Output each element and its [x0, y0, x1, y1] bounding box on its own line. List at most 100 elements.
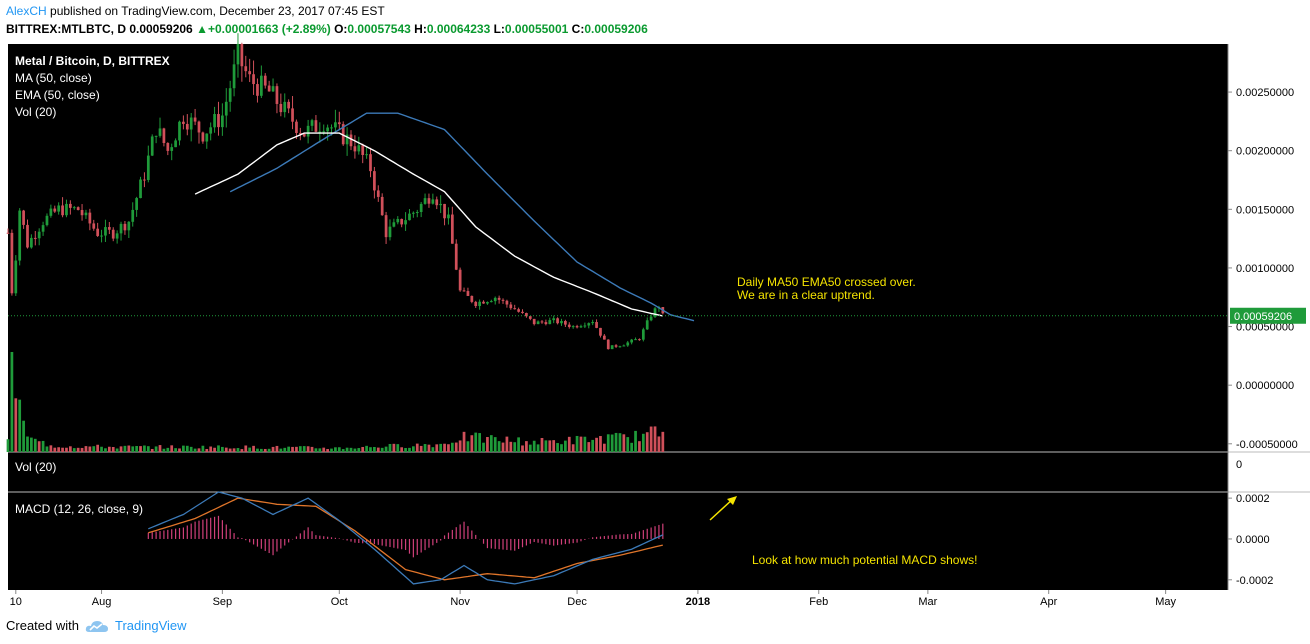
candle-body: [84, 212, 88, 216]
footer-brand-link[interactable]: TradingView: [114, 618, 187, 633]
volume-bar: [606, 434, 610, 452]
volume-bar: [240, 449, 244, 452]
legend-vol: Vol (20): [15, 105, 56, 119]
volume-bar: [306, 446, 310, 452]
volume-bar: [100, 446, 103, 452]
volume-bar: [302, 446, 306, 452]
candle-body: [548, 320, 552, 325]
volume-bar: [221, 446, 224, 452]
candle-body: [65, 203, 68, 216]
candle-body: [45, 215, 49, 226]
volume-bar: [497, 441, 501, 452]
candle-body: [271, 86, 275, 92]
time-tick-label: 10: [10, 596, 22, 608]
volume-bar: [641, 433, 645, 452]
time-tick-label: Nov: [450, 596, 470, 608]
volume-bar: [88, 446, 92, 452]
candle-body: [37, 231, 41, 239]
volume-bar: [482, 442, 485, 452]
candle-body: [427, 198, 431, 204]
candle-body: [150, 136, 154, 156]
candle-body: [275, 86, 279, 104]
low-value: 0.00055001: [504, 22, 569, 36]
volume-bar: [185, 445, 189, 452]
volume-bar: [170, 445, 174, 452]
volume-bar: [224, 447, 228, 452]
candle-body: [536, 321, 540, 325]
price-tick-label: 0.00000000: [1236, 380, 1294, 392]
ohlc-header: BITTREX:MTLBTC, D 0.00059206 ▲+0.0000166…: [6, 22, 648, 36]
candle-body: [388, 226, 392, 238]
volume-bar: [189, 446, 193, 452]
volume-bar: [115, 448, 119, 452]
price-tick-label: -0.00050000: [1236, 439, 1298, 451]
volume-bar: [232, 448, 236, 452]
volume-bar: [634, 430, 637, 452]
candle-body: [228, 88, 232, 102]
volume-bar: [236, 448, 240, 452]
volume-bar: [622, 434, 626, 452]
candle-body: [256, 84, 259, 96]
price-tick-label: 0.00200000: [1236, 146, 1294, 158]
ma50-line: [194, 132, 663, 317]
candle-body: [334, 122, 337, 128]
volume-bar: [14, 398, 18, 452]
candle-body: [240, 44, 244, 67]
volume-bar: [123, 445, 127, 452]
candle-body: [493, 297, 497, 302]
volume-bar: [213, 447, 216, 452]
volume-bar: [287, 446, 291, 452]
candle-body: [513, 308, 517, 310]
volume-bar: [96, 444, 100, 452]
volume-bar: [139, 446, 142, 452]
volume-bar: [653, 426, 657, 452]
volume-bar: [197, 448, 201, 452]
candle-body: [606, 339, 610, 350]
candle-body: [314, 120, 318, 132]
volume-bar: [614, 432, 618, 452]
candle-body: [408, 213, 411, 221]
candle-body: [544, 322, 548, 325]
candle-body: [244, 66, 248, 72]
candle-body: [279, 103, 283, 113]
legend-ma: MA (50, close): [15, 71, 92, 85]
candle-body: [384, 215, 388, 238]
candle-body: [571, 326, 575, 328]
last-price: 0.00059206: [129, 22, 193, 36]
volume-bar: [361, 446, 365, 452]
volume-bar: [435, 444, 439, 452]
volume-bar: [41, 440, 45, 452]
volume-bar: [53, 447, 57, 452]
volume-bar: [388, 443, 392, 452]
candle-body: [443, 203, 446, 219]
volume-bar: [72, 448, 76, 452]
candle-body: [96, 228, 100, 236]
candle-body: [497, 297, 501, 300]
candle-body: [283, 101, 287, 113]
volume-bar: [478, 433, 481, 452]
candle-body: [182, 121, 185, 124]
time-tick-label: Apr: [1040, 596, 1057, 608]
volume-bar: [80, 447, 84, 452]
volume-bar: [638, 441, 641, 452]
annotation-crossover: Daily MA50 EMA50 crossed over.: [737, 275, 916, 289]
volume-bar: [556, 443, 559, 452]
candle-body: [326, 127, 329, 132]
candle-body: [100, 235, 103, 237]
macd-signal-line: [148, 497, 663, 581]
time-tick-label: Aug: [92, 596, 112, 608]
volume-bar: [610, 434, 614, 452]
candle-body: [154, 135, 158, 137]
volume-bar: [295, 446, 298, 452]
candle-body: [127, 221, 131, 231]
time-tick-label: Feb: [809, 596, 828, 608]
author-link[interactable]: AlexCH: [6, 4, 47, 18]
time-tick-label: Oct: [331, 596, 348, 608]
volume-bar: [373, 446, 376, 452]
candle-body: [146, 155, 150, 180]
volume-bar: [408, 447, 411, 452]
time-tick-label: Mar: [918, 596, 937, 608]
candle-body: [528, 316, 532, 319]
volume-bar: [6, 439, 10, 452]
candle-body: [376, 190, 380, 197]
